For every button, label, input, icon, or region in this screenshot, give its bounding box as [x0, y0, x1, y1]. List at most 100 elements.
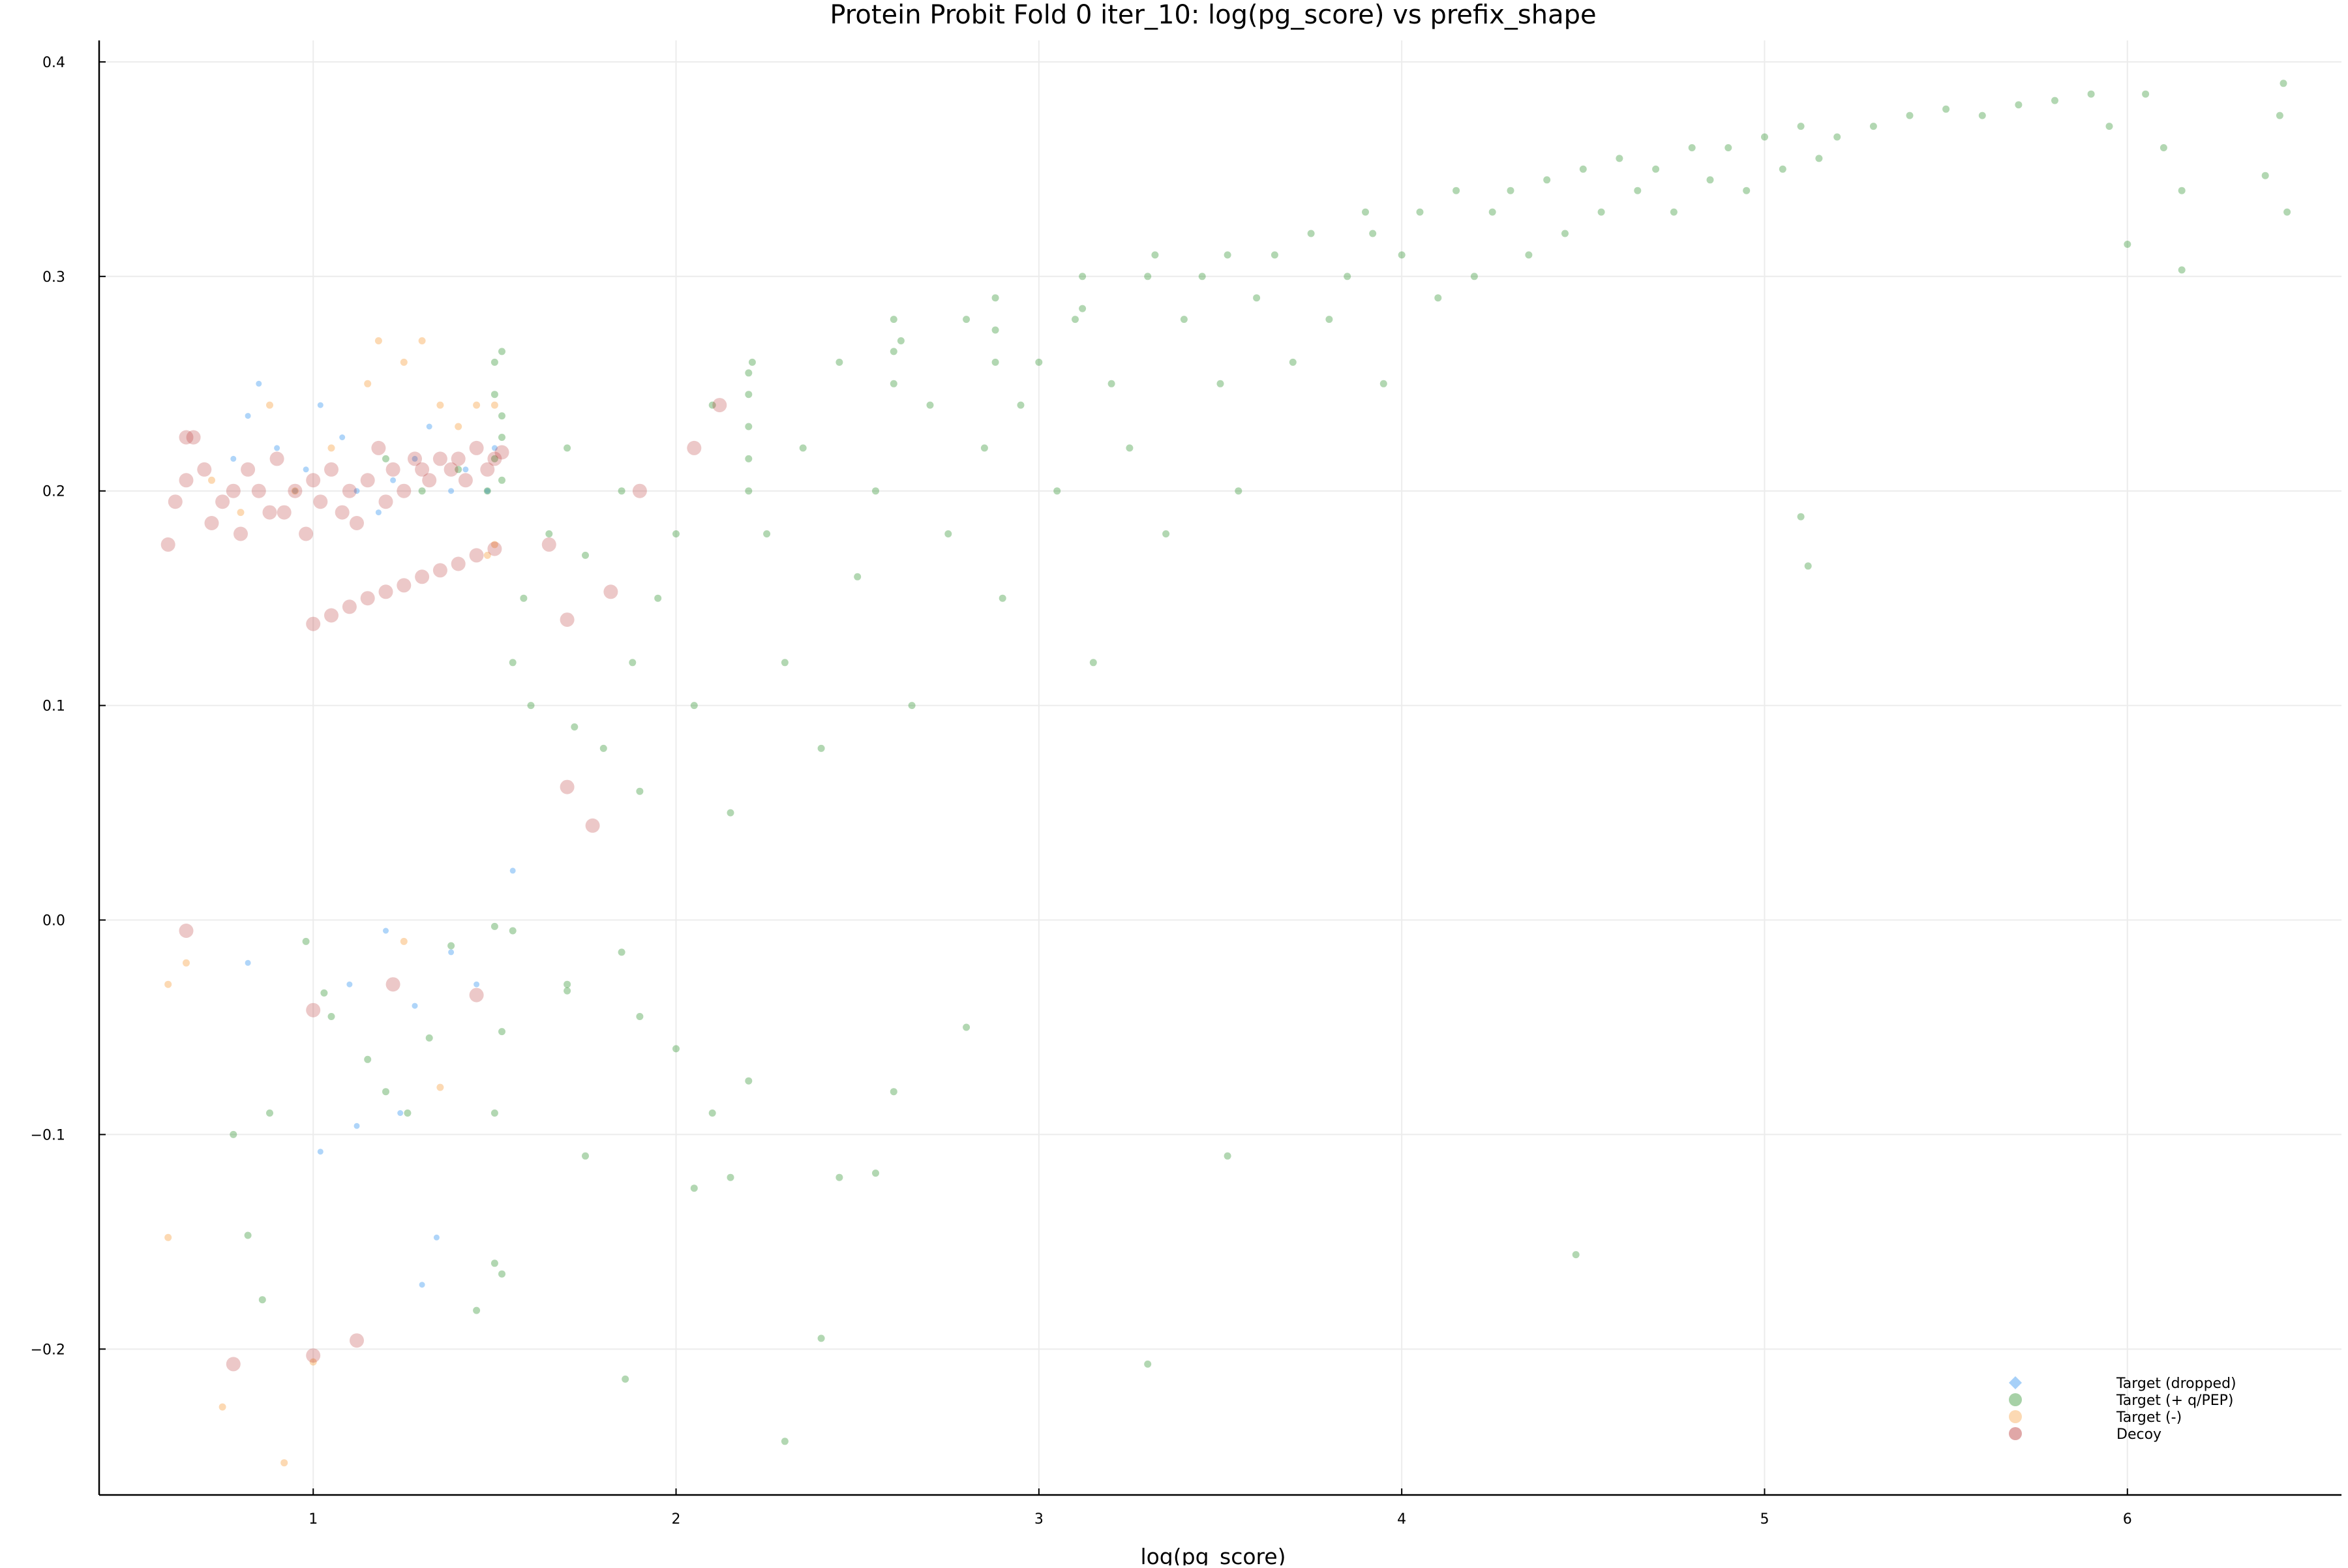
point-target-q-pep	[490, 1259, 498, 1267]
point-decoy	[262, 505, 277, 520]
point-decoy	[299, 526, 314, 541]
point-target-q-pep	[835, 358, 843, 366]
point-target-q-pep	[690, 1184, 698, 1192]
point-target-dropped	[412, 1003, 418, 1009]
point-target-q-pep	[498, 1270, 505, 1278]
point-target	[400, 937, 408, 945]
point-decoy	[385, 462, 400, 477]
point-target-q-pep	[564, 980, 571, 988]
point-target-dropped	[383, 927, 389, 934]
point-target-q-pep	[872, 1169, 879, 1177]
point-target-q-pep	[1198, 273, 1206, 280]
point-decoy	[226, 1357, 241, 1372]
point-target-q-pep	[763, 530, 771, 537]
point-decoy	[444, 462, 459, 477]
point-decoy	[233, 526, 248, 541]
point-target-q-pep	[483, 487, 491, 495]
point-target-q-pep	[490, 358, 498, 366]
point-decoy	[378, 494, 393, 509]
point-target-q-pep	[364, 1055, 372, 1063]
point-target-q-pep	[571, 723, 579, 731]
point-target-q-pep	[835, 1173, 843, 1181]
point-target-q-pep	[455, 466, 462, 474]
point-target-q-pep	[1398, 251, 1406, 259]
point-target-q-pep	[1543, 176, 1551, 184]
x-tick-label: 1	[309, 1511, 318, 1528]
point-target-q-pep	[1434, 294, 1442, 302]
point-target	[291, 487, 299, 495]
point-target-q-pep	[1525, 251, 1533, 259]
data-points	[160, 80, 2291, 1467]
point-decoy	[324, 462, 339, 477]
point-decoy	[378, 584, 393, 599]
point-target-q-pep	[1079, 305, 1087, 312]
point-decoy	[469, 440, 484, 455]
point-decoy	[451, 451, 466, 466]
point-target	[490, 401, 498, 409]
point-target-q-pep	[1307, 230, 1315, 237]
point-target-q-pep	[1761, 133, 1768, 141]
point-target-dropped	[354, 1123, 360, 1129]
y-tick-label: 0.2	[42, 484, 65, 500]
point-target-q-pep	[1942, 105, 1950, 113]
point-target-q-pep	[745, 391, 753, 399]
point-target	[183, 959, 190, 967]
point-target	[327, 444, 335, 452]
point-decoy	[385, 977, 400, 992]
point-target-q-pep	[498, 348, 505, 355]
point-target-q-pep	[708, 401, 716, 409]
point-decoy	[469, 988, 484, 1003]
point-decoy	[342, 483, 357, 498]
point-decoy	[277, 505, 292, 520]
point-target-dropped	[433, 1234, 440, 1241]
point-target-q-pep	[745, 423, 753, 430]
point-target-dropped	[245, 959, 251, 966]
point-target-q-pep	[897, 337, 905, 344]
point-target	[400, 358, 408, 366]
point-decoy	[269, 451, 284, 466]
point-target-q-pep	[727, 809, 734, 817]
point-decoy	[371, 440, 386, 455]
point-target-q-pep	[244, 1231, 252, 1239]
legend-marker	[2009, 1410, 2022, 1423]
point-target-q-pep	[320, 989, 328, 997]
point-decoy	[251, 483, 266, 498]
point-decoy	[560, 612, 575, 627]
point-target-q-pep	[1035, 358, 1043, 366]
point-decoy	[603, 584, 618, 599]
point-target-q-pep	[404, 1109, 412, 1117]
point-target-q-pep	[799, 444, 807, 452]
point-target-q-pep	[1107, 380, 1115, 387]
point-decoy	[397, 483, 412, 498]
point-target	[374, 337, 382, 344]
point-target-dropped	[419, 1282, 425, 1288]
axes: 1 2 3 4 5 6 −0.2 −0.1 0.0 0.1 0.2 0.3 0.4	[31, 40, 2341, 1528]
x-tick-label: 2	[672, 1511, 681, 1528]
point-target	[436, 401, 444, 409]
point-target-q-pep	[1144, 1360, 1152, 1368]
point-target	[309, 1358, 317, 1366]
point-target-dropped	[230, 455, 237, 462]
point-target-dropped	[448, 949, 455, 956]
point-target-q-pep	[2105, 123, 2113, 130]
point-decoy	[432, 451, 447, 466]
point-target-q-pep	[629, 659, 637, 667]
point-target-q-pep	[890, 1088, 897, 1096]
chart-title: Protein Probit Fold 0 iter_10: log(pg_sc…	[830, 0, 1596, 30]
point-target-q-pep	[520, 594, 528, 602]
point-target	[164, 980, 172, 988]
point-target-q-pep	[447, 942, 455, 950]
point-target-q-pep	[1670, 208, 1678, 216]
point-target-q-pep	[672, 1045, 680, 1053]
point-target-q-pep	[490, 922, 498, 930]
point-target-q-pep	[527, 702, 535, 710]
point-decoy	[306, 616, 321, 631]
point-target-q-pep	[1053, 487, 1061, 495]
point-target-q-pep	[1362, 208, 1369, 216]
point-target	[473, 401, 481, 409]
point-decoy	[687, 440, 702, 455]
legend-label: Decoy	[2116, 1426, 2161, 1443]
point-target-q-pep	[890, 348, 897, 355]
point-target-q-pep	[963, 1023, 971, 1031]
point-target	[266, 401, 273, 409]
